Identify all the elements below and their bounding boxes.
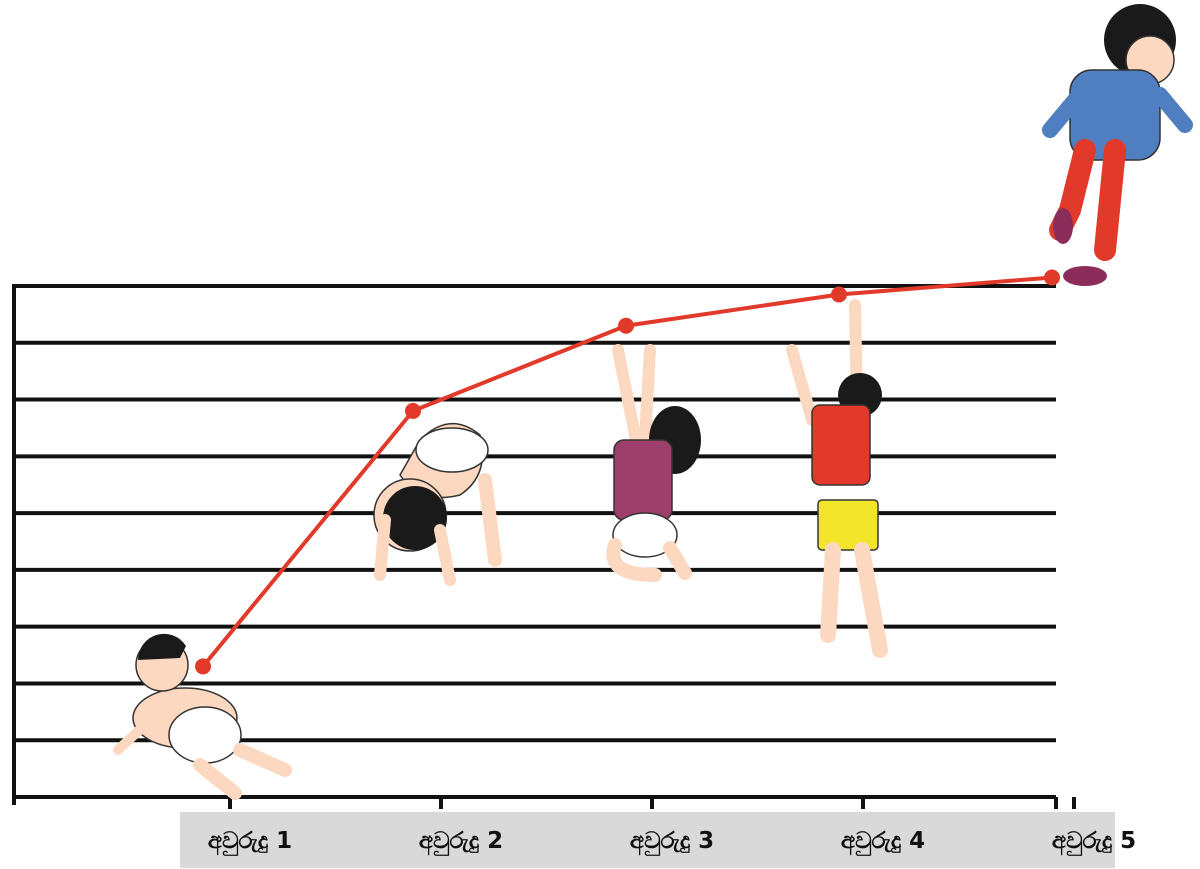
chart-axes xyxy=(12,284,1076,809)
x-axis-label-band xyxy=(180,812,1115,868)
child-illustrations xyxy=(113,4,1193,800)
child-running-illustration xyxy=(1042,4,1193,286)
data-points xyxy=(195,269,1060,675)
data-point xyxy=(1044,269,1060,286)
x-tick-label: අවුරුදු 5 xyxy=(1052,828,1136,856)
x-tick-label: අවුරුදු 4 xyxy=(841,828,925,856)
boy-reaching-illustration xyxy=(786,299,888,658)
x-tick-label: අවුරුදු 1 xyxy=(208,828,292,856)
girl-hanging-illustration xyxy=(606,344,701,582)
x-axis-labels: අවුරුදු 1 අවුරුදු 2 අවුරුදු 3 අවුරුදු 4 අවුර… xyxy=(208,828,1136,856)
toddler-climbing-illustration xyxy=(373,422,502,586)
x-tick-label: අවුරුදු 3 xyxy=(630,828,714,856)
data-point xyxy=(195,658,211,675)
data-point xyxy=(405,402,421,419)
data-point xyxy=(618,317,634,334)
data-point xyxy=(831,286,847,303)
crawling-baby-illustration xyxy=(113,633,292,800)
x-tick-label: අවුරුදු 2 xyxy=(419,828,503,856)
